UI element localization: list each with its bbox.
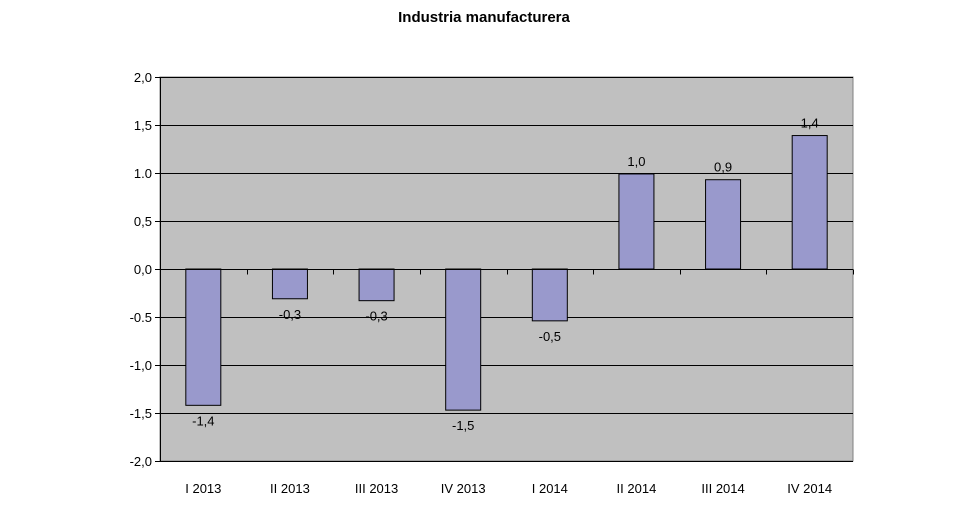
x-tick-label: II 2014 bbox=[617, 481, 657, 496]
x-tick-label: I 2013 bbox=[185, 481, 221, 496]
bar bbox=[185, 268, 222, 406]
y-tick-label: 1.0 bbox=[134, 166, 152, 181]
data-label: 0,9 bbox=[714, 160, 732, 175]
data-label: -1,5 bbox=[452, 418, 474, 433]
x-tick-label: IV 2013 bbox=[441, 481, 486, 496]
y-tick-label: -2,0 bbox=[130, 454, 152, 469]
bar bbox=[531, 268, 568, 322]
bar bbox=[705, 179, 742, 270]
data-label: 1,0 bbox=[627, 154, 645, 169]
x-tick-label: I 2014 bbox=[532, 481, 568, 496]
bar bbox=[618, 173, 655, 270]
data-label: -0,5 bbox=[539, 329, 561, 344]
data-label: -0,3 bbox=[365, 309, 387, 324]
chart-title: Industria manufacturera bbox=[398, 9, 570, 26]
bar bbox=[445, 268, 482, 411]
y-tick-label: 2,0 bbox=[134, 70, 152, 85]
data-label: 1,4 bbox=[801, 116, 819, 131]
x-tick-label: III 2013 bbox=[355, 481, 398, 496]
y-tick-label: -1,5 bbox=[130, 406, 152, 421]
x-tick-label: III 2014 bbox=[701, 481, 744, 496]
bar bbox=[358, 268, 395, 302]
data-label: -1,4 bbox=[192, 413, 214, 428]
y-tick-label: 1,5 bbox=[134, 118, 152, 133]
x-tick-label: IV 2014 bbox=[787, 481, 832, 496]
y-tick-label: -0.5 bbox=[130, 310, 152, 325]
y-tick-label: 0,5 bbox=[134, 214, 152, 229]
y-tick-label: 0,0 bbox=[134, 262, 152, 277]
y-tick-label: -1,0 bbox=[130, 358, 152, 373]
bar bbox=[791, 135, 828, 270]
data-label: -0,3 bbox=[279, 307, 301, 322]
bar bbox=[271, 268, 308, 300]
x-tick-label: II 2013 bbox=[270, 481, 310, 496]
